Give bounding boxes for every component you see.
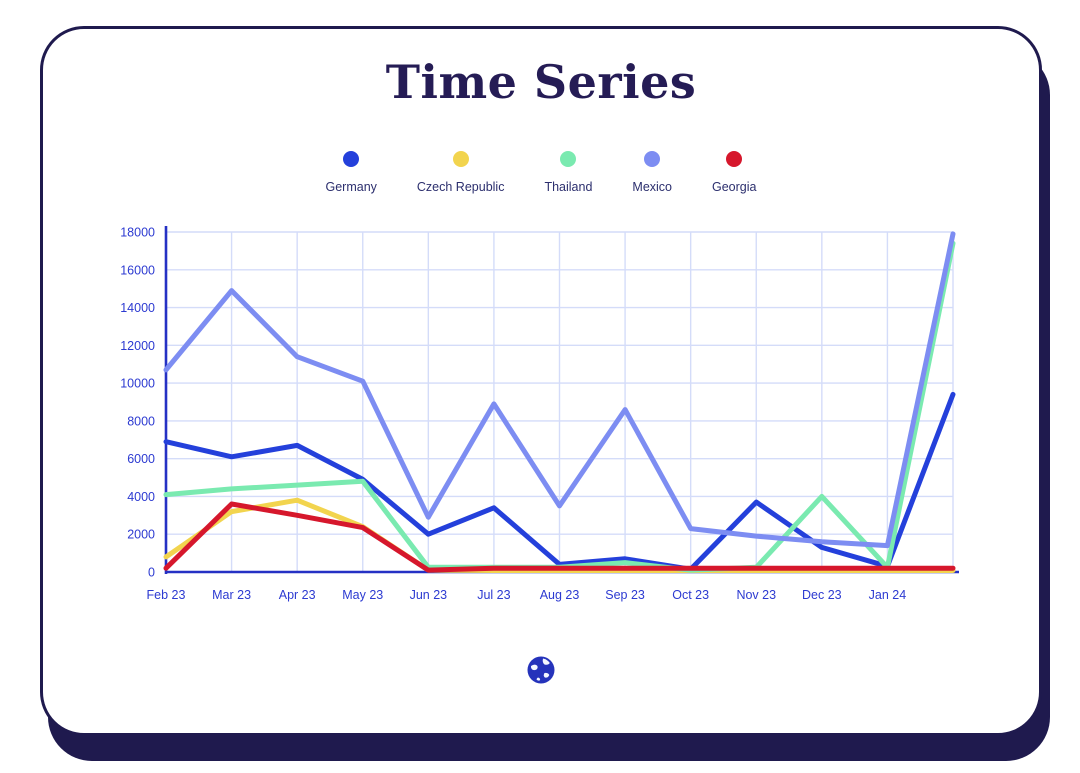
x-tick-label: Aug 23: [540, 588, 580, 602]
legend-item-mexico: Mexico: [632, 151, 672, 194]
x-tick-label: Sep 23: [605, 588, 645, 602]
legend-dot-georgia: [726, 151, 743, 167]
x-tick-label: Dec 23: [802, 588, 842, 602]
series-line-mexico: [163, 231, 956, 549]
legend-dot-czech-republic: [452, 151, 469, 167]
y-tick-label: 4000: [127, 490, 155, 504]
legend-label: Mexico: [632, 180, 672, 194]
series-line-germany: [163, 391, 956, 572]
legend-dot-mexico: [644, 151, 661, 167]
x-tick-label: Feb 23: [147, 588, 186, 602]
legend-label: Georgia: [712, 180, 757, 194]
y-tick-label: 8000: [127, 414, 155, 428]
chart-card: Time Series Germany Czech Republic Thailan…: [40, 26, 1042, 736]
legend-label: Czech Republic: [416, 180, 505, 194]
chart-axes: [164, 226, 959, 574]
y-tick-label: 6000: [127, 452, 155, 466]
legend-dot-thailand: [560, 151, 577, 167]
x-tick-label: Apr 23: [279, 588, 316, 602]
legend-dot-germany: [343, 151, 360, 167]
chart-grid: [166, 231, 954, 572]
globe-icon: [527, 656, 555, 684]
legend-label: Thailand: [544, 180, 593, 194]
chart-area: 0 2000 4000 6000 8000 10000 12000 14000 16000 180…: [71, 216, 1011, 625]
x-tick-label: Nov 23: [736, 588, 776, 602]
legend-item-thailand: Thailand: [544, 151, 592, 194]
y-tick-label: 2000: [127, 528, 155, 542]
legend-label: Germany: [325, 180, 377, 194]
legend-item-czech-republic: Czech Republic: [416, 151, 505, 194]
y-tick-label: 0: [148, 566, 155, 580]
x-tick-label: Jul 23: [477, 588, 510, 602]
time-series-chart: 0 2000 4000 6000 8000 10000 12000 14000 16000 180…: [120, 226, 959, 603]
chart-tick-labels: 0 2000 4000 6000 8000 10000 12000 14000 16000 180…: [120, 226, 906, 603]
series-line-georgia: [163, 501, 956, 573]
legend-item-georgia: Georgia: [712, 151, 756, 194]
x-tick-label: Jun 23: [410, 588, 448, 602]
chart-series: [163, 231, 956, 573]
x-tick-label: Oct 23: [672, 588, 709, 602]
chart-legend: Germany Czech Republic Thailand Mexico Georg…: [326, 151, 756, 194]
y-tick-label: 12000: [120, 339, 155, 353]
x-tick-label: Mar 23: [212, 588, 251, 602]
y-tick-label: 10000: [120, 377, 155, 391]
x-tick-label: May 23: [342, 588, 383, 602]
y-tick-label: 18000: [120, 226, 155, 240]
page-title: Time Series: [385, 55, 697, 109]
y-tick-label: 14000: [120, 301, 155, 315]
legend-item-germany: Germany: [326, 151, 377, 194]
x-tick-label: Jan 24: [869, 588, 907, 602]
y-tick-label: 16000: [120, 263, 155, 277]
